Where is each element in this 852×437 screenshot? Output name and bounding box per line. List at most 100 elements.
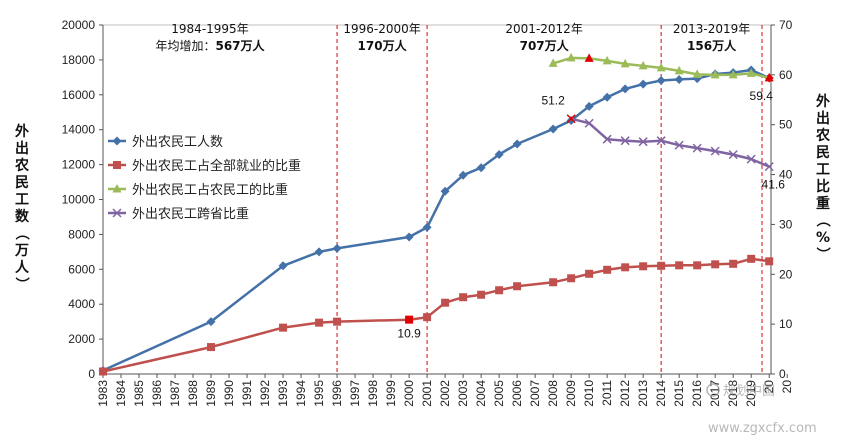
marker-stroke [728, 150, 738, 160]
data-point [711, 260, 720, 269]
axes: 0 2000 4000 6000 8000 10000 12000 14000 16000 180… [13, 18, 831, 407]
y-title-char: ） [814, 247, 830, 261]
x-tick-label: 2002 [438, 380, 452, 407]
x-tick-label: 2004 [474, 380, 488, 407]
data-point [621, 263, 630, 272]
watermark-group: 规划中国 www.zgxcfx.com [706, 383, 817, 436]
legend-label: 外出农民工跨省比重 [132, 206, 249, 222]
data-point [692, 143, 702, 153]
y-title-char: 工 [816, 162, 830, 178]
period-sub-prefix: 年均增加： [155, 39, 215, 53]
plot-frame [102, 24, 772, 375]
watermark: 规划中国 www.zgxcfx.com [706, 383, 817, 436]
data-point [404, 232, 414, 242]
y-left-tick-label: 14000 [62, 123, 96, 137]
data-point [639, 262, 648, 271]
y-left-tick-label: 12000 [62, 158, 96, 172]
x-tick-label: 1991 [240, 380, 254, 407]
data-point [440, 186, 450, 196]
data-point [765, 257, 774, 266]
legend-marker [112, 136, 122, 146]
period-sub-value: 170万人 [358, 38, 408, 53]
x-tick-label: 2007 [528, 380, 542, 407]
data-point [332, 243, 342, 253]
marker-stroke [764, 162, 774, 172]
data-point [423, 313, 432, 322]
marker-stroke [584, 118, 594, 128]
period-sub-1: 年均增加：567万人 [155, 38, 265, 53]
data-point [566, 52, 576, 62]
period-title-3: 2001-2012年 [505, 22, 582, 36]
x-tick-label: 1996 [330, 380, 344, 407]
marker-stroke [674, 140, 684, 150]
marker-stroke [656, 136, 666, 146]
period-title-2: 1996-2000年 [343, 22, 420, 36]
period-sub-3: 707万人 [520, 38, 570, 53]
x-tick-label: 2013 [636, 380, 650, 407]
data-point [710, 146, 720, 156]
y-left-tick-label: 4000 [68, 297, 95, 311]
period-sub-value: 156万人 [687, 38, 737, 53]
data-point [459, 293, 468, 302]
data-point [729, 259, 738, 268]
y-left-tick-label: 2000 [68, 332, 95, 346]
y-left-tick-label: 20000 [62, 18, 96, 32]
data-point [585, 269, 594, 278]
data-point [764, 72, 774, 82]
y-title-char: 人 [15, 259, 30, 276]
watermark-logo-icon [706, 383, 720, 397]
period-title-1: 1984-1995年 [171, 22, 248, 36]
data-point [620, 84, 630, 94]
x-tick-label: 2003 [456, 380, 470, 407]
x-tick-label: 1998 [366, 380, 380, 407]
x-tick-label: 1988 [186, 380, 200, 407]
data-label: 41.6 [762, 178, 786, 192]
data-labels: 10.9 51.2 59.4 41.6 [397, 89, 785, 341]
data-point [422, 222, 432, 232]
y-title-char: 出 [15, 140, 29, 157]
x-tick-label: 1990 [222, 380, 236, 407]
data-point [279, 323, 288, 332]
y-right-tick-label: 20 [779, 267, 793, 281]
data-point [602, 134, 612, 144]
plot-area-border [102, 24, 772, 375]
x-tick-label: 2019 [744, 380, 758, 407]
data-point [548, 58, 558, 67]
data-point [566, 114, 576, 124]
data-point [728, 69, 738, 79]
data-point [314, 247, 324, 257]
y-right-tick-label: 40 [779, 168, 793, 182]
y-right-tick-label: 60 [779, 68, 793, 82]
data-point [674, 140, 684, 150]
legend-label: 外出农民工占农民工的比重 [132, 182, 288, 198]
y-right-tick-label: 50 [779, 118, 793, 132]
legend-item-1: 外出农民工人数 [108, 135, 223, 150]
data-point [638, 60, 648, 70]
x-tick-label: 2012 [618, 380, 632, 407]
series-2 [99, 254, 774, 376]
data-point [746, 68, 756, 77]
x-tick-label: 20 [762, 380, 776, 394]
x-tick-label: 2008 [546, 380, 560, 407]
watermark-url: www.zgxcfx.com [708, 421, 817, 436]
legend-marker [112, 208, 122, 218]
watermark-logo-text: 规划中国 [723, 384, 775, 399]
data-point [675, 261, 684, 270]
y-right-tick-label: 70 [779, 18, 793, 32]
x-tick-label: 2011 [600, 380, 614, 406]
data-point [620, 58, 630, 68]
data-point [207, 343, 216, 352]
y-left-tick-label: 10000 [62, 193, 96, 207]
data-point [764, 162, 774, 172]
x-tick-label: 1992 [258, 380, 272, 407]
marker-stroke [710, 146, 720, 156]
data-point [513, 282, 522, 291]
y-left-tick-label: 18000 [62, 53, 96, 67]
x-tick-label: 2010 [582, 380, 596, 407]
data-point [656, 136, 666, 146]
data-label: 51.2 [541, 94, 565, 108]
